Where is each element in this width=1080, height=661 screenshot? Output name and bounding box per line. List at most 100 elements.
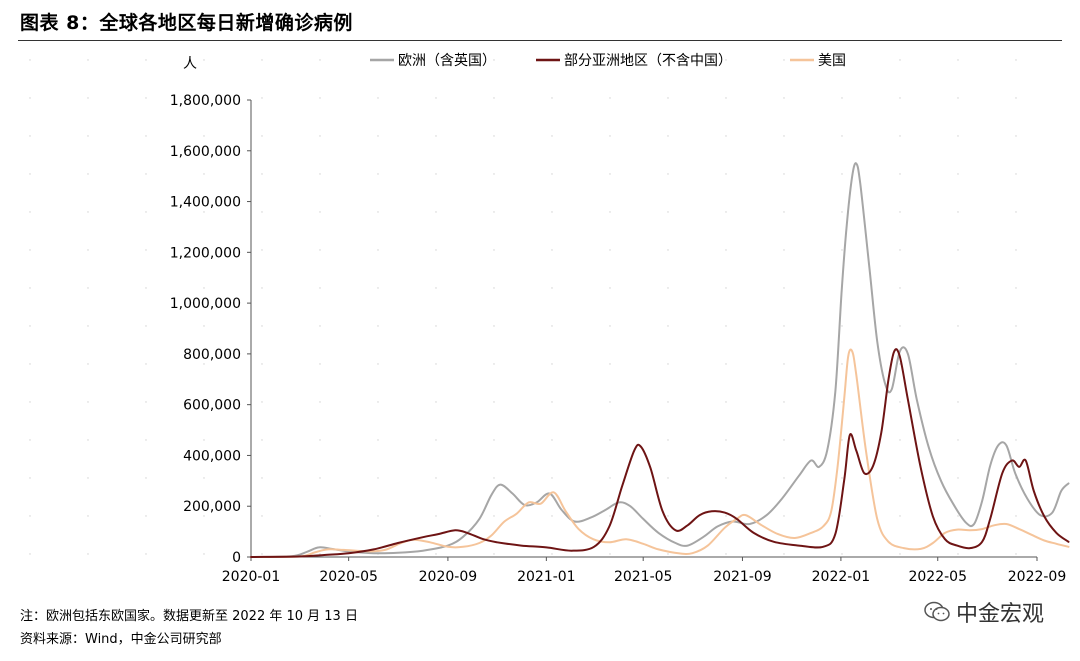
grid-dot (725, 363, 727, 365)
grid-dot (551, 173, 553, 175)
grid-dot (319, 135, 321, 137)
x-tick-label: 2021-09 (713, 569, 772, 585)
grid-dot (841, 211, 843, 213)
grid-dot (29, 515, 31, 517)
grid-dot (725, 211, 727, 213)
grid-dot (957, 287, 959, 289)
grid-dot (783, 287, 785, 289)
grid-dot (493, 477, 495, 479)
grid-dot (29, 173, 31, 175)
grid-dot (261, 173, 263, 175)
grid-dot (261, 477, 263, 479)
watermark: 中金宏观 (924, 596, 1044, 628)
grid-dot (203, 477, 205, 479)
grid-dot (145, 515, 147, 517)
grid-dot (493, 211, 495, 213)
grid-dot (261, 59, 263, 61)
grid-dot (1015, 287, 1017, 289)
grid-dot (145, 173, 147, 175)
grid-dot (377, 477, 379, 479)
x-tick-label: 2022-09 (1008, 569, 1067, 585)
grid-dot (957, 553, 959, 555)
series-line-2 (250, 348, 1070, 558)
x-tick-label: 2022-05 (908, 569, 967, 585)
grid-dot (261, 325, 263, 327)
grid-dot (203, 173, 205, 175)
grid-dot (87, 97, 89, 99)
grid-dot (29, 97, 31, 99)
grid-dot (87, 363, 89, 365)
grid-dot (1015, 135, 1017, 137)
grid-dot (725, 249, 727, 251)
grid-dot (261, 363, 263, 365)
title-divider (18, 40, 1062, 41)
grid-dot (203, 287, 205, 289)
grid-dot (957, 173, 959, 175)
line-chart: 0 200,000 400,000 600,000 800,000 1,000,000 1,… (29, 52, 1070, 585)
grid-dot (493, 439, 495, 441)
grid-dot (203, 97, 205, 99)
grid-dot (609, 363, 611, 365)
y-tick-label: 1,200,000 (170, 245, 241, 261)
grid-dot (841, 439, 843, 441)
grid-dot (203, 59, 205, 61)
grid-dot (1015, 59, 1017, 61)
grid-dot (667, 515, 669, 517)
grid-dot (667, 287, 669, 289)
grid-dot (725, 173, 727, 175)
grid-dot (783, 325, 785, 327)
grid-dot (145, 249, 147, 251)
grid-dot (87, 439, 89, 441)
y-axis-label: 人 (183, 56, 197, 72)
grid-dot (899, 249, 901, 251)
grid-dot (725, 515, 727, 517)
grid-dot (261, 97, 263, 99)
grid-dot (435, 325, 437, 327)
grid-dot (551, 439, 553, 441)
grid-dot (899, 287, 901, 289)
grid-dot (319, 477, 321, 479)
grid-dot (899, 553, 901, 555)
grid-dot (493, 59, 495, 61)
grid-dot (493, 401, 495, 403)
grid-dot (261, 515, 263, 517)
grid-dot (87, 515, 89, 517)
grid-dot (493, 173, 495, 175)
grid-dot (841, 59, 843, 61)
grid-dot (261, 401, 263, 403)
grid-dot (841, 553, 843, 555)
grid-dot (435, 401, 437, 403)
grid-dot (957, 401, 959, 403)
grid-dot (87, 211, 89, 213)
grid-dot (1015, 401, 1017, 403)
grid-dot (957, 439, 959, 441)
x-tick-label: 2020-01 (222, 569, 281, 585)
grid-dot (493, 135, 495, 137)
grid-dot (319, 59, 321, 61)
grid-dot (551, 553, 553, 555)
grid-dot (29, 553, 31, 555)
grid-dot (783, 135, 785, 137)
y-tick-label: 1,800,000 (170, 93, 241, 109)
grid-dot (145, 439, 147, 441)
y-tick-label: 800,000 (183, 347, 241, 363)
grid-dot (319, 401, 321, 403)
grid-dot (899, 477, 901, 479)
series-lines (250, 162, 1070, 558)
grid-dot (29, 439, 31, 441)
grid-dot (1015, 249, 1017, 251)
grid-dot (87, 249, 89, 251)
grid-dot (841, 135, 843, 137)
grid-dot (145, 211, 147, 213)
grid-dot (899, 401, 901, 403)
grid-dot (957, 515, 959, 517)
legend-label: 美国 (818, 53, 846, 69)
grid-dot (841, 249, 843, 251)
grid-dot (261, 211, 263, 213)
grid-dot (435, 515, 437, 517)
grid-dot (725, 135, 727, 137)
grid-dot (203, 249, 205, 251)
grid-dot (145, 59, 147, 61)
grid-dot (377, 363, 379, 365)
grid-dot (319, 439, 321, 441)
